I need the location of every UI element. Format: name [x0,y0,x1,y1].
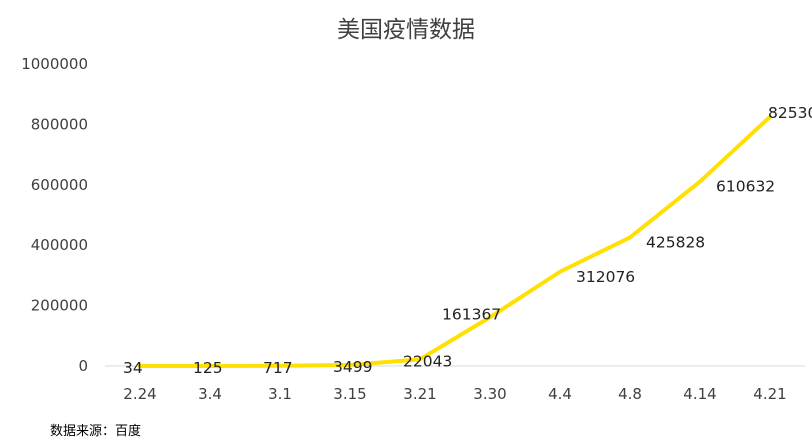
x-tick-label: 3.30 [473,385,506,403]
chart-title: 美国疫情数据 [337,17,475,43]
data-label: 825306 [768,104,812,122]
y-tick-label: 400000 [31,236,88,254]
y-tick-label: 800000 [31,115,88,133]
data-label: 22043 [403,352,452,370]
x-tick-label: 3.1 [268,385,292,403]
x-tick-label: 3.4 [198,385,222,403]
y-tick-label: 0 [78,357,88,375]
data-label: 34 [123,359,143,377]
y-axis: 0 200000 400000 600000 800000 1000000 [21,55,88,375]
x-tick-label: 4.21 [753,385,786,403]
y-tick-label: 200000 [31,297,88,315]
x-tick-label: 3.21 [403,385,436,403]
x-tick-label: 4.8 [618,385,642,403]
data-label: 125 [193,359,223,377]
x-tick-label: 4.4 [548,385,572,403]
data-labels: 34 125 717 3499 22043 161367 312076 425828 61063… [123,104,812,377]
data-label: 161367 [442,305,501,323]
x-tick-label: 3.15 [333,385,366,403]
data-label: 425828 [646,233,705,251]
y-tick-label: 1000000 [21,55,88,73]
source-note: 数据来源：百度 [50,424,142,439]
data-label: 717 [263,359,293,377]
series-line [138,114,772,368]
y-tick-label: 600000 [31,176,88,194]
x-tick-label: 2.24 [123,385,156,403]
data-label: 3499 [333,358,372,376]
series-group [138,114,772,368]
data-label: 312076 [576,268,635,286]
x-tick-label: 4.14 [683,385,716,403]
x-axis: 2.24 3.4 3.1 3.15 3.21 3.30 4.4 4.8 4.14 4.21 [105,365,805,403]
data-label: 610632 [716,178,775,196]
